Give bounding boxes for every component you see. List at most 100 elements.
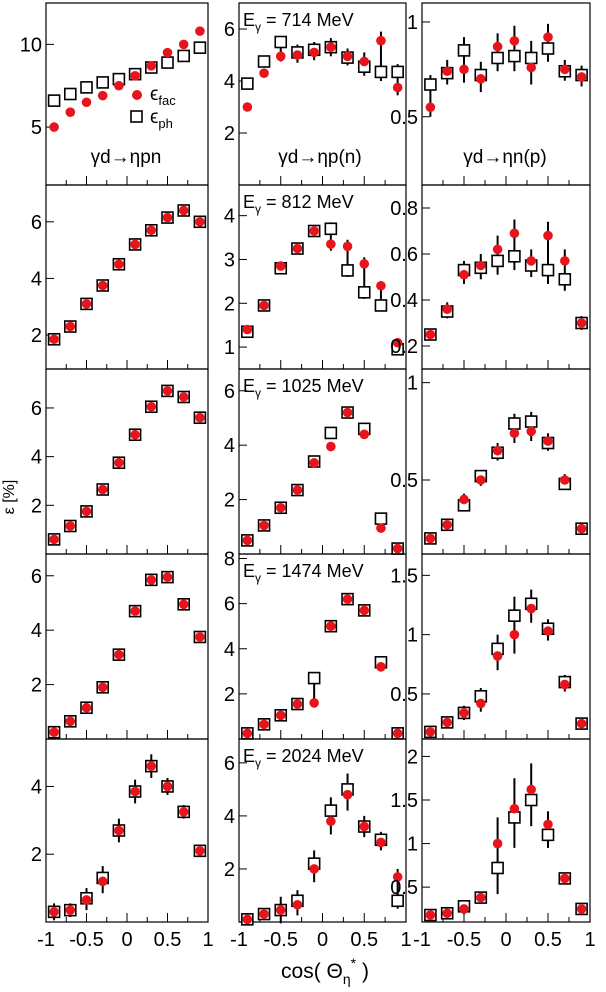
panel-r0-c1: 2 4 6 Eγ = 714 MeV [224,2,407,186]
fac-point [442,717,453,728]
legend-ph-sub: ph [158,116,172,131]
panel-r2-c2: 0.51 [390,368,591,555]
panel-frame [238,184,407,370]
fac-point [526,426,536,437]
x-tick-label: -1 [230,929,248,951]
y-tick-label: 6 [224,594,235,616]
fac-point [526,256,536,266]
fac-point [442,304,453,315]
fac-point [492,244,503,255]
legend-fac-marker [132,90,142,100]
y-tick-label: 0.2 [390,336,418,358]
panel-frame [238,738,407,923]
x-tick-label: 0.5 [534,929,562,951]
fac-point [459,494,469,505]
y-tick-label: 0.5 [390,107,418,129]
fac-point [49,534,59,545]
ph-point [524,51,538,65]
fac-point [442,66,453,77]
fac-point [242,324,253,335]
fac-point [292,485,303,495]
y-tick-label: 2 [224,123,235,145]
panel-r1-c2: 0.2 0.4 0.6 0.8 [390,184,591,370]
fac-point [326,441,336,452]
panel-r4-c0: 24 [31,738,209,923]
fac-point [146,61,157,71]
fac-point [459,904,469,914]
ph-point [357,286,371,299]
ph-point [508,417,521,430]
y-tick-label: 6 [224,753,235,775]
y-tick-label: 2 [224,684,235,706]
panel-r3-c0: 2 4 6 [31,553,209,740]
fac-point [114,457,124,468]
fac-point [425,102,436,113]
ph-point [307,671,321,685]
x-tick-label: 0.5 [154,929,182,951]
fac-point [376,35,386,46]
fac-point [275,261,286,271]
fac-point [425,910,436,920]
ph-point [457,44,471,57]
fac-point [576,72,587,82]
fac-point [259,300,269,311]
fac-point [146,225,157,236]
fac-point [130,606,140,616]
fac-point [114,259,124,270]
fac-point [162,386,173,396]
ph-point [374,299,388,312]
fac-point [509,428,520,439]
svg-text:ϵph: ϵph [150,107,173,131]
ph-point [241,77,254,90]
ph-point [391,894,404,908]
y-tick-label: 2 [31,844,42,866]
fac-point [459,64,469,75]
fac-point [292,243,303,254]
fac-point [81,895,92,905]
fac-point [178,205,189,216]
fac-point [492,651,503,661]
fac-point [97,484,108,495]
fac-point [392,543,403,554]
fac-point [392,728,403,739]
y-tick-label: 6 [31,398,42,420]
fac-point [162,781,173,792]
fac-point [130,71,140,81]
fac-point [292,699,303,709]
fac-point [442,908,453,919]
y-tick-label: 3 [224,249,235,271]
fac-point [392,82,403,93]
fac-point [359,259,370,269]
x-tick-label: -0.5 [447,929,481,951]
fac-point [326,42,336,52]
fac-point [309,226,319,236]
ph-point [424,78,437,91]
fac-point [309,458,319,468]
y-tick-label: 4 [224,71,235,93]
fac-point [81,97,92,108]
fac-point [162,212,173,223]
y-tick-label: 2 [31,325,42,347]
panel-r0-c2: 0.51 [390,2,591,186]
fac-point [114,825,124,836]
fac-point [392,337,403,348]
fac-point [526,603,536,614]
y-tick-label: 1.5 [390,790,418,812]
y-tick-label: 1 [407,12,418,34]
ph-point [558,272,572,286]
y-tick-label: 1 [407,834,418,856]
y-tick-label: 4 [31,776,42,798]
y-tick-label: 2 [31,675,42,697]
ph-point [161,56,174,69]
fac-point [97,90,108,101]
panel-r1-c1: 1 2 3 4 Eγ = 812 MeV [224,184,407,370]
ph-point [491,254,504,268]
fac-point [476,260,486,271]
fac-point [543,230,553,241]
fac-point [342,789,353,800]
y-tick-label: 4 [31,268,42,290]
fac-point [65,107,76,117]
x-tick-label: -0.5 [69,929,103,951]
fac-point [242,914,253,925]
column-title-1: γd→ηp(n) [278,147,361,168]
